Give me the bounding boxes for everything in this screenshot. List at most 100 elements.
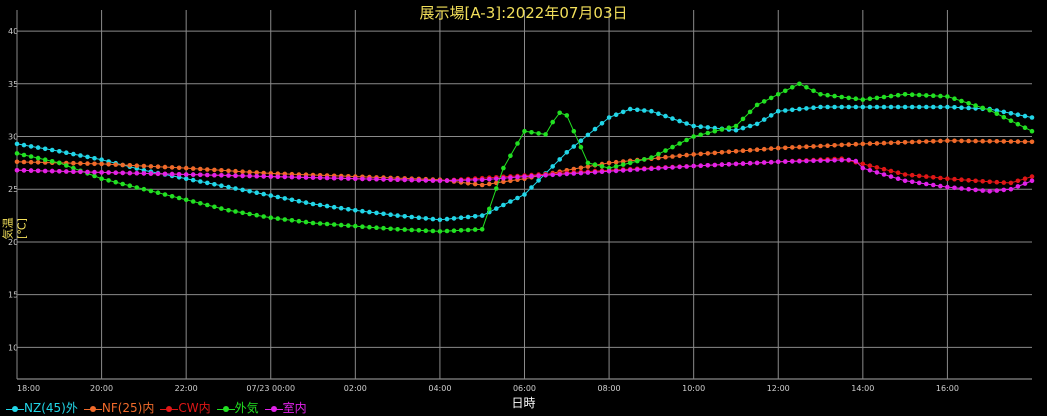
series-point-4 (451, 178, 457, 183)
series-point-2 (860, 161, 866, 167)
series-point-4 (924, 181, 929, 187)
legend-label: NZ(45)外 (24, 401, 78, 415)
series-point-4 (240, 173, 245, 179)
series-point-2 (931, 175, 936, 180)
series-point-3 (909, 92, 915, 97)
series-point-3 (684, 137, 689, 143)
series-point-3 (649, 155, 654, 160)
series-point-3 (353, 223, 358, 229)
series-point-3 (367, 224, 372, 230)
series-point-1 (797, 144, 802, 150)
series-point-4 (99, 170, 104, 175)
legend-item: NF(25)内 (83, 399, 155, 416)
series-point-4 (691, 163, 696, 169)
series-point-0 (205, 180, 210, 186)
series-point-3 (205, 202, 210, 208)
series-point-4 (49, 168, 55, 174)
series-point-3 (902, 92, 908, 97)
series-point-0 (874, 104, 880, 110)
series-point-3 (212, 204, 217, 210)
series-point-0 (275, 194, 281, 200)
chart-title: 展示場[A-3]:2022年07月03日 (419, 4, 628, 22)
series-point-0 (64, 150, 69, 155)
series-point-0 (268, 193, 274, 198)
series-point-3 (494, 186, 499, 191)
series-point-0 (952, 105, 957, 110)
y-tick-label: 30 (8, 133, 18, 142)
series-point-4 (804, 158, 809, 164)
series-point-1 (825, 143, 830, 148)
series-point-1 (790, 145, 795, 150)
series-point-3 (860, 97, 866, 102)
series-point-4 (571, 171, 577, 176)
series-point-3 (57, 160, 62, 166)
series-point-1 (966, 138, 971, 144)
series-point-3 (381, 225, 386, 231)
series-point-4 (310, 175, 316, 180)
series-point-3 (430, 228, 436, 234)
series-point-0 (78, 153, 83, 158)
series-point-0 (99, 157, 104, 162)
series-point-4 (261, 174, 267, 179)
series-point-0 (902, 104, 908, 110)
series-point-0 (381, 211, 386, 217)
legend-label: NF(25)内 (101, 401, 155, 415)
series-point-0 (35, 145, 41, 150)
series-point-1 (113, 162, 118, 167)
series-point-0 (705, 125, 711, 130)
series-point-3 (261, 214, 267, 219)
x-tick-label: 16:00 (936, 384, 959, 393)
series-point-4 (430, 178, 436, 183)
series-point-3 (613, 164, 619, 169)
series-point-0 (529, 185, 534, 190)
series-point-4 (987, 189, 992, 194)
series-point-1 (938, 138, 943, 144)
series-point-3 (176, 195, 182, 201)
series-point-3 (959, 98, 964, 104)
series-point-4 (275, 174, 281, 180)
series-point-4 (113, 170, 118, 175)
series-point-1 (465, 181, 471, 186)
series-point-4 (324, 175, 330, 181)
series-point-4 (141, 171, 147, 176)
legend-label: 外気 (234, 401, 259, 415)
series-point-3 (811, 88, 816, 94)
series-point-4 (395, 177, 400, 182)
series-point-3 (529, 130, 534, 135)
series-point-3 (169, 194, 175, 199)
series-point-3 (465, 227, 471, 233)
series-point-4 (190, 172, 196, 177)
series-point-3 (522, 128, 527, 134)
series-point-4 (557, 172, 562, 177)
series-point-1 (28, 159, 34, 165)
series-point-0 (212, 182, 217, 187)
series-point-1 (268, 171, 274, 176)
series-point-0 (585, 132, 591, 138)
series-point-3 (1015, 121, 1021, 127)
series-point-0 (282, 196, 288, 201)
series-point-0 (684, 121, 689, 126)
series-point-3 (599, 164, 605, 169)
series-point-1 (684, 152, 689, 158)
series-point-4 (783, 159, 788, 164)
x-tick-label: 20:00 (90, 384, 113, 393)
series-point-4 (21, 168, 27, 173)
series-point-3 (775, 92, 781, 97)
series-point-2 (938, 175, 943, 181)
series-point-0 (42, 146, 48, 152)
series-point-0 (303, 200, 309, 205)
series-point-0 (458, 215, 464, 220)
series-point-3 (317, 221, 323, 226)
series-point-4 (543, 173, 548, 178)
series-point-0 (754, 121, 760, 127)
series-point-3 (310, 220, 316, 226)
series-point-4 (825, 158, 830, 163)
legend-item: NZ(45)外 (6, 399, 78, 416)
series-point-4 (980, 188, 985, 193)
series-point-4 (839, 157, 844, 163)
series-point-2 (902, 172, 908, 177)
series-point-1 (613, 159, 619, 165)
series-point-3 (825, 92, 830, 98)
series-point-3 (543, 132, 548, 137)
series-point-3 (754, 102, 760, 108)
